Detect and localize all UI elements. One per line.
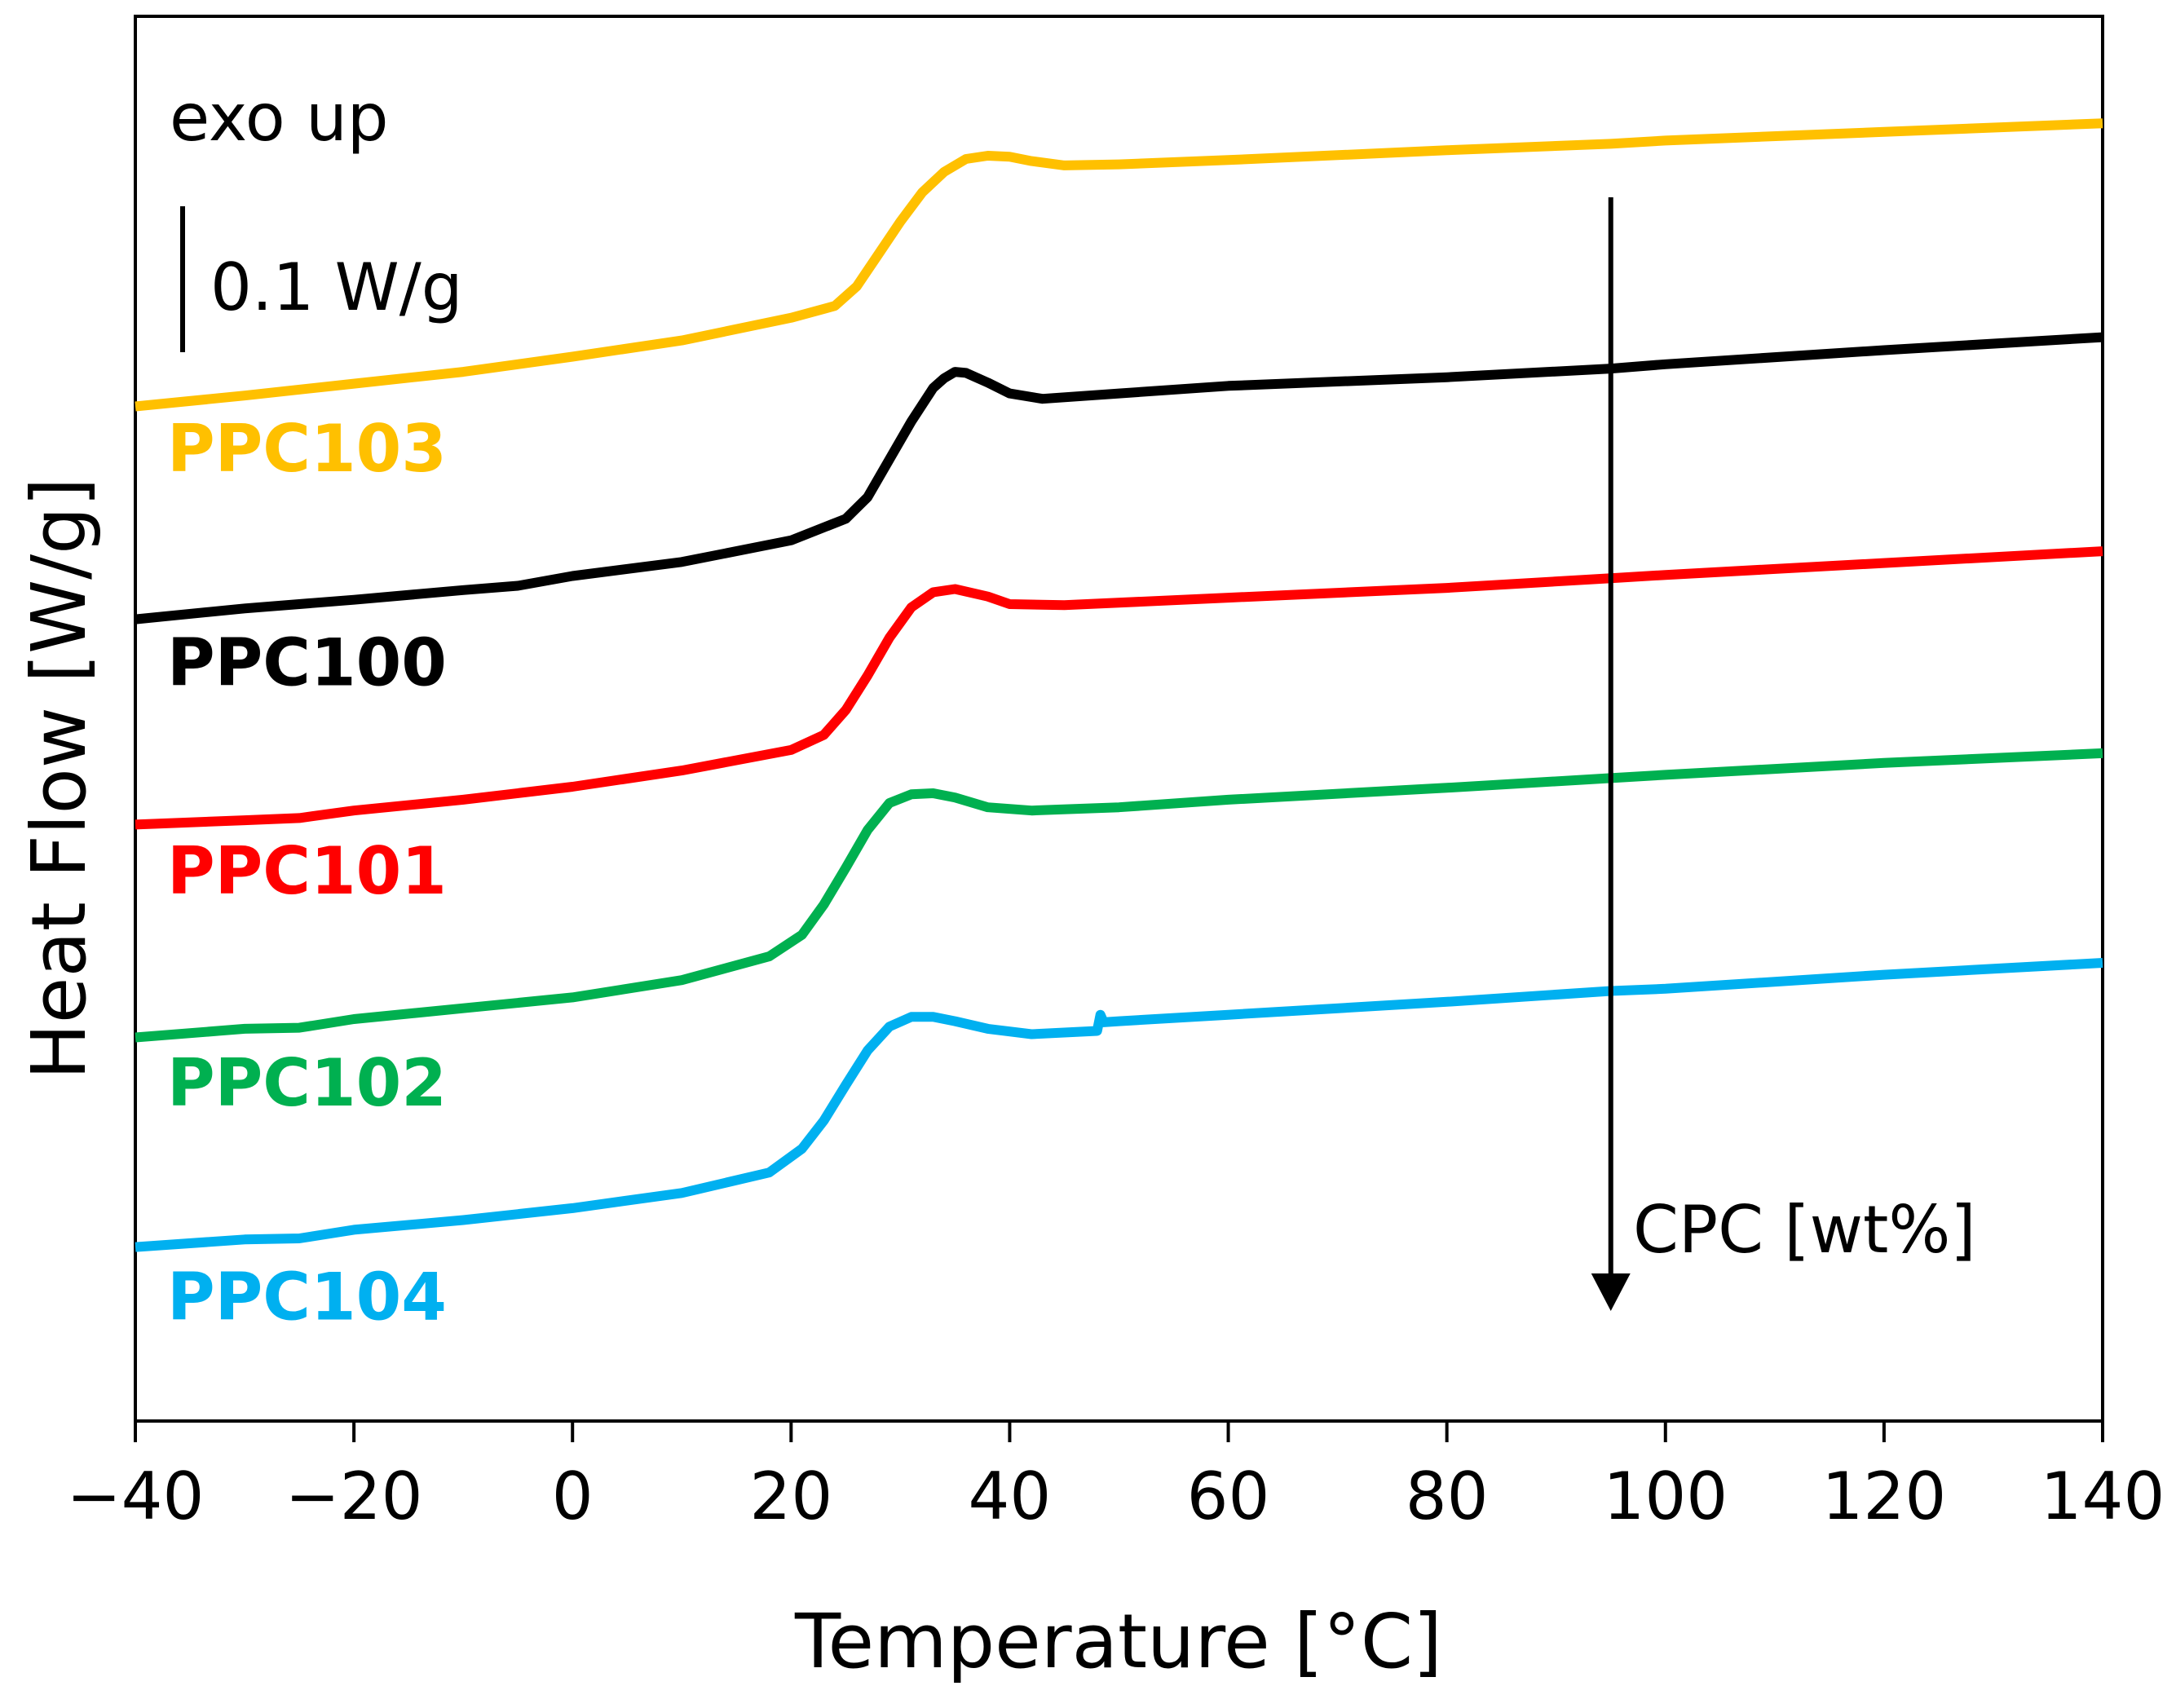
series-label-ppc103: PPC103 — [167, 411, 447, 487]
series-line-ppc102 — [135, 748, 2103, 1043]
series-label-ppc101: PPC101 — [167, 833, 447, 909]
x-tick-label: 60 — [1187, 1459, 1270, 1534]
cpc-arrow-label: CPC [wt%] — [1633, 1192, 1976, 1268]
series-lines — [135, 118, 2103, 1252]
series-labels: PPC103 PPC100 PPC101 PPC102 PPC104 — [167, 411, 447, 1335]
x-tick-label: 0 — [552, 1459, 594, 1534]
series-line-ppc100 — [135, 332, 2103, 625]
x-tick-label: 80 — [1406, 1459, 1489, 1534]
y-axis-title: Heat Flow [W/g] — [15, 478, 103, 1080]
series-label-ppc104: PPC104 — [167, 1259, 447, 1335]
x-tick-label: 140 — [2041, 1459, 2165, 1534]
x-tick-label: −40 — [67, 1459, 205, 1534]
scale-bar-label: 0.1 W/g — [210, 249, 463, 325]
series-label-ppc100: PPC100 — [167, 625, 447, 700]
cpc-arrow — [1591, 197, 1631, 1311]
plot-frame — [134, 15, 2104, 1423]
x-axis-ticks: −40 −20 0 20 40 60 80 100 120 140 — [67, 1421, 2165, 1534]
series-line-ppc103 — [135, 118, 2103, 412]
series-line-ppc104 — [135, 958, 2103, 1252]
x-tick-label: 120 — [1822, 1459, 1947, 1534]
x-tick-label: 100 — [1603, 1459, 1728, 1534]
exo-up-label: exo up — [170, 80, 389, 156]
series-label-ppc102: PPC102 — [167, 1045, 447, 1121]
x-tick-label: 20 — [749, 1459, 832, 1534]
x-tick-label: −20 — [285, 1459, 423, 1534]
x-tick-label: 40 — [969, 1459, 1052, 1534]
series-line-ppc101 — [135, 546, 2103, 830]
x-axis-title: Temperature [°C] — [794, 1598, 1442, 1685]
arrow-head — [1591, 1273, 1631, 1311]
